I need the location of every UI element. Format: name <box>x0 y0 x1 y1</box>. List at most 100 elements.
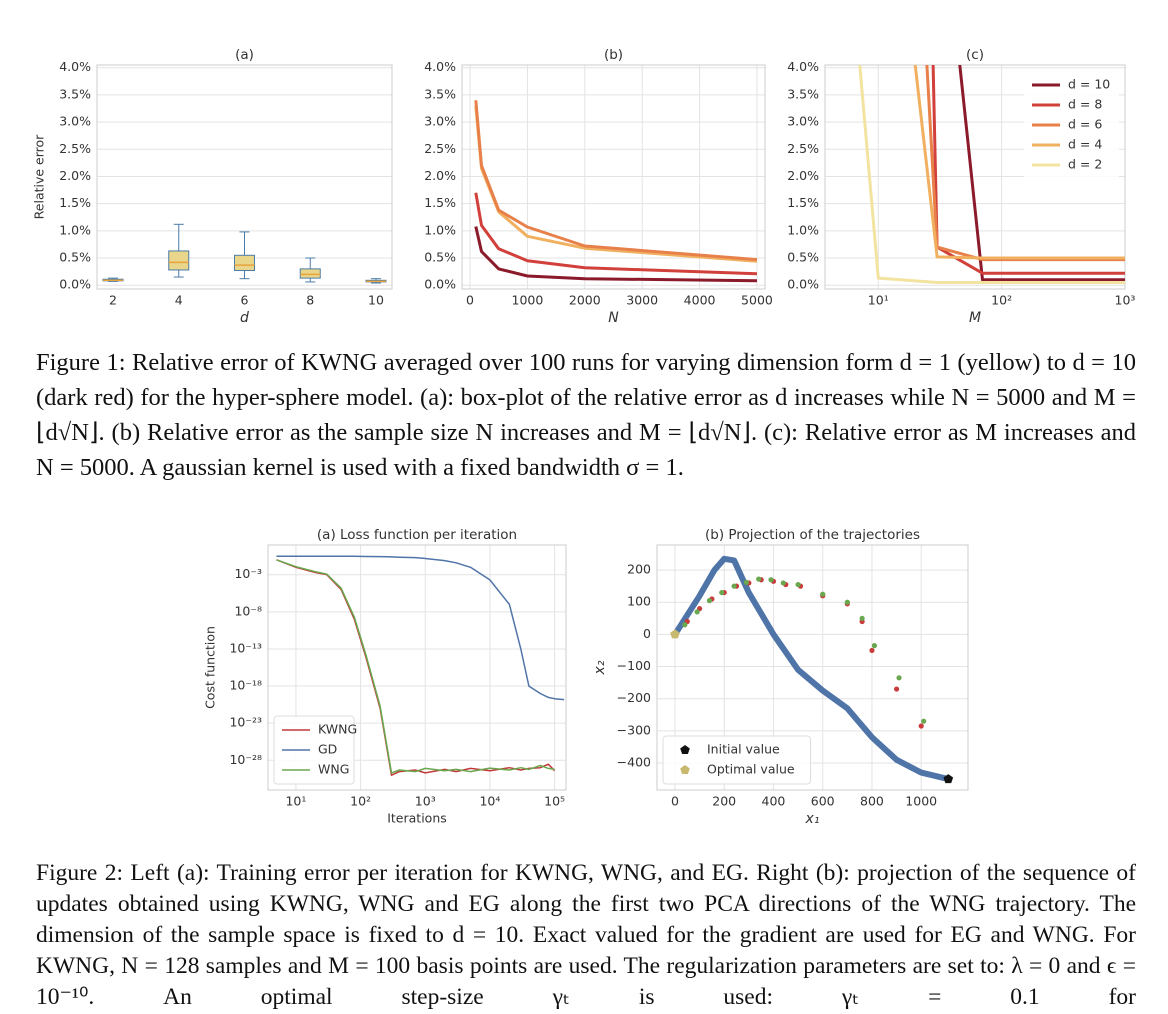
y-tick-label: 0.5% <box>59 250 91 265</box>
y-tick-label: 1.0% <box>787 222 819 237</box>
x-tick-label: 10⁵ <box>544 794 565 809</box>
legend: d = 10 d = 8 d = 6 d = 4 d = 2 <box>1024 71 1119 179</box>
y-tick-label: 2.5% <box>59 141 91 156</box>
y-tick-label: 100 <box>627 594 651 609</box>
point <box>943 774 954 784</box>
x-tick-label: 4 <box>175 293 183 308</box>
y-axis-label: Relative error <box>32 134 47 220</box>
y-tick-label: 1.5% <box>59 195 91 210</box>
legend-label: d = 6 <box>1068 117 1102 132</box>
series-line <box>474 192 758 276</box>
y-tick-label: 200 <box>627 562 651 577</box>
marks <box>858 65 1125 284</box>
y-tick-label: 3.5% <box>787 86 819 101</box>
chart: 10⁻³ 10⁻⁸ 10⁻¹³ 10⁻¹⁸ 10⁻²³ 10⁻²⁸ 10¹ 10² 10³ 10⁴… <box>203 527 567 826</box>
legend-label: d = 2 <box>1068 157 1102 172</box>
x-axis-label: d <box>240 310 249 326</box>
series-line <box>276 559 555 774</box>
y-tick-label: 1.5% <box>787 195 819 210</box>
chart-title: (a) Loss function per iteration <box>317 527 517 543</box>
x-axis-label: x₁ <box>805 811 820 827</box>
y-tick-label: −400 <box>617 754 651 769</box>
point <box>719 589 725 596</box>
y-tick-label: 1.0% <box>59 222 91 237</box>
series-line <box>276 555 565 701</box>
point <box>896 675 902 681</box>
y-tick-label: 10⁻³ <box>234 566 262 581</box>
marks <box>474 100 758 283</box>
x-tick-label: 0 <box>671 794 679 809</box>
legend-label: KWNG <box>318 722 357 737</box>
y-tick-label: 10⁻²⁸ <box>229 752 262 767</box>
x-tick-label: 10⁴ <box>479 794 500 809</box>
y-tick-label: 4.0% <box>787 59 819 74</box>
y-tick-label: 3.5% <box>424 86 456 101</box>
x-tick-label: 800 <box>860 794 884 809</box>
x-tick-label: 600 <box>811 794 835 809</box>
chart-title: (b) Projection of the trajectories <box>705 527 920 543</box>
x-tick-label: 3000 <box>626 293 658 308</box>
legend-label: WNG <box>318 762 349 777</box>
x-tick-label: 1000 <box>512 293 544 308</box>
legend: Initial value Optimal value <box>662 735 811 785</box>
point <box>706 598 713 604</box>
series-line <box>474 226 758 283</box>
point <box>859 615 865 621</box>
x-tick-label: 1000 <box>905 794 937 809</box>
x-axis-label: M <box>969 310 981 326</box>
y-tick-label: 0.0% <box>787 277 819 292</box>
point <box>820 591 826 597</box>
y-tick-label: 4.0% <box>424 59 456 74</box>
point <box>780 580 786 586</box>
point <box>731 583 737 589</box>
legend: KWNG GD WNG <box>273 715 357 785</box>
y-tick-label: 2.0% <box>59 168 91 183</box>
x-tick-label: 10³ <box>1115 293 1136 308</box>
marks <box>102 223 387 284</box>
point <box>694 609 700 615</box>
plot-frame <box>96 64 393 290</box>
y-tick-label: 10⁻¹⁸ <box>229 678 262 693</box>
legend-box <box>1024 71 1119 179</box>
y-tick-label: 0.5% <box>424 250 456 265</box>
box <box>234 254 255 272</box>
y-tick-label: 10⁻⁸ <box>234 603 262 618</box>
series-line <box>913 65 1125 260</box>
box <box>168 250 190 271</box>
point <box>670 629 680 639</box>
y-tick-label: 3.0% <box>787 114 819 129</box>
series-line <box>958 65 1125 282</box>
x-tick-label: 400 <box>762 794 786 809</box>
plot-frame <box>656 544 969 791</box>
y-tick-label: −100 <box>617 658 651 673</box>
y-tick-label: 4.0% <box>59 59 91 74</box>
trajectory <box>672 555 952 783</box>
chart: 0.0% 0.5% 1.0% 1.5% 2.0% 2.5% 3.0% 3.5% 4.0% (a) d… <box>32 47 393 326</box>
chart-title: (c) <box>966 47 984 63</box>
y-tick-label: 10⁻²³ <box>229 715 262 730</box>
y-tick-label: 2.0% <box>424 168 456 183</box>
point <box>921 718 927 724</box>
x-tick-label: 8 <box>306 293 314 308</box>
x-tick-label: 5000 <box>741 293 773 308</box>
point <box>768 577 774 583</box>
chart: 0.0% 0.5% 1.0% 1.5% 2.0% 2.5% 3.0% 3.5% 4.0% 0 100… <box>424 47 773 326</box>
box <box>299 268 321 279</box>
y-tick-label: 0.0% <box>59 277 91 292</box>
y-tick-label: 3.5% <box>59 86 91 101</box>
x-tick-label: 10¹ <box>868 293 889 308</box>
x-axis-label: N <box>608 310 619 326</box>
point <box>743 579 749 585</box>
legend-box <box>273 715 355 785</box>
y-tick-label: 3.0% <box>424 114 456 129</box>
plot-frame <box>824 64 1126 290</box>
y-tick-label: 2.0% <box>787 168 819 183</box>
y-axis-label: Cost function <box>203 626 218 709</box>
x-tick-label: 4000 <box>684 293 716 308</box>
marks <box>670 555 954 784</box>
plot-frame <box>461 64 766 290</box>
y-tick-label: 10⁻¹³ <box>229 640 262 655</box>
chart-title: (a) <box>235 47 254 63</box>
x-tick-label: 2 <box>109 293 117 308</box>
